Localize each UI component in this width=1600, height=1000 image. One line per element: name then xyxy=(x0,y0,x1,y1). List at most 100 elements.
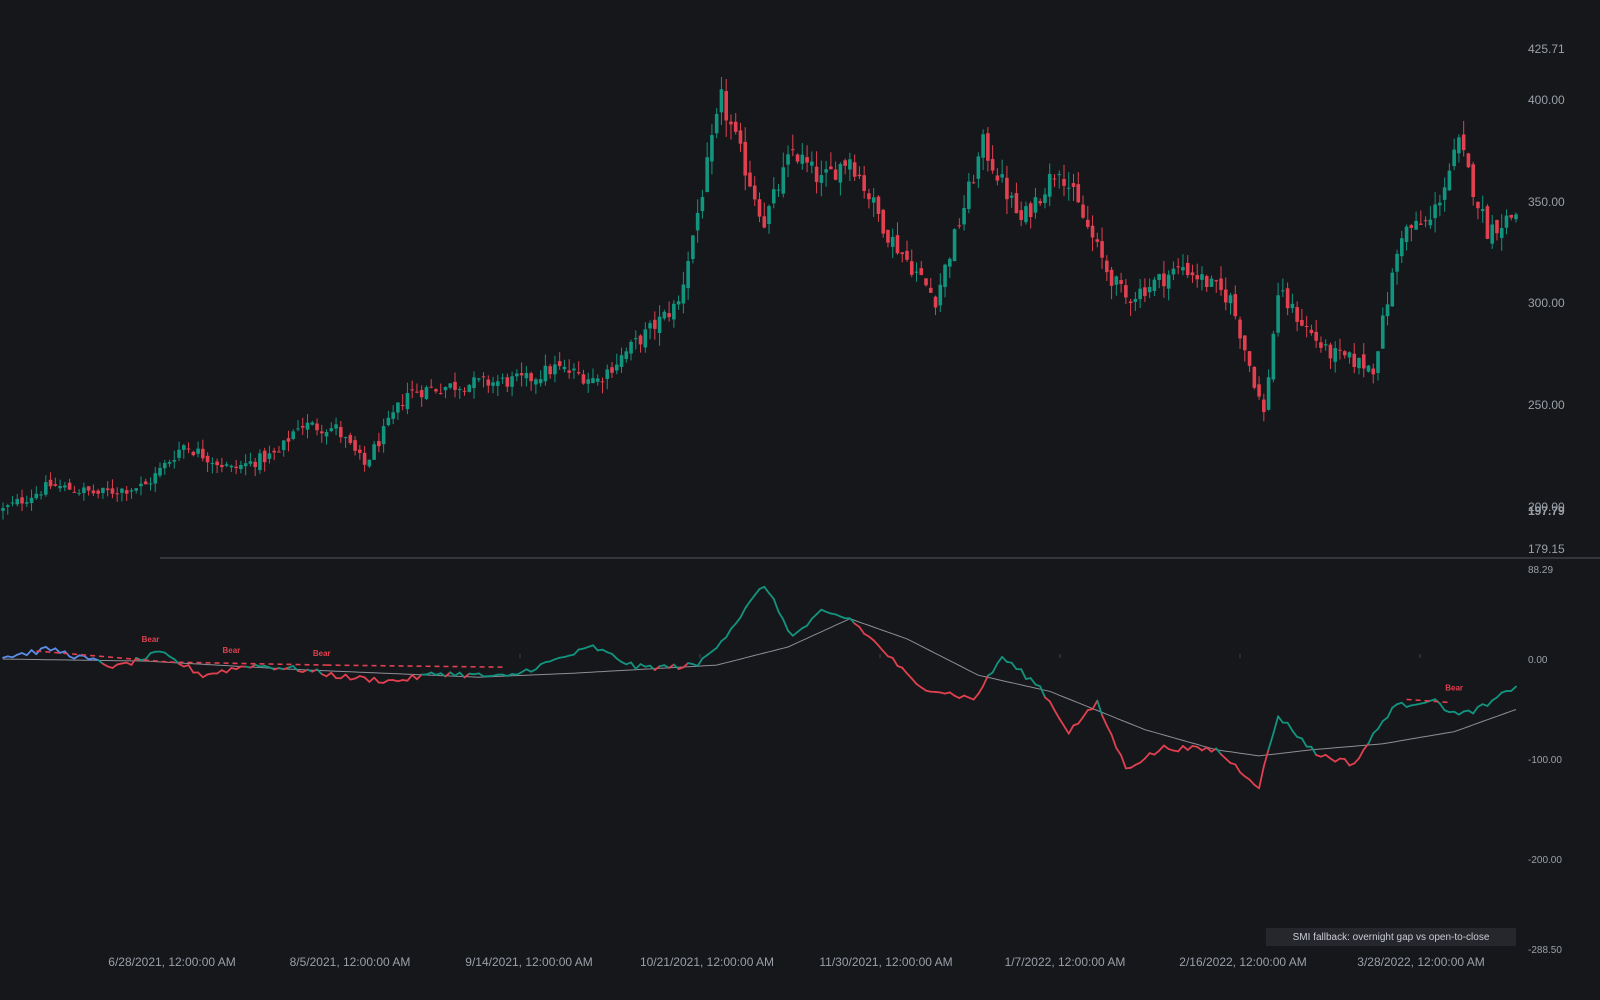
candle-body xyxy=(829,166,833,170)
candle-body xyxy=(1376,351,1380,373)
candle-body xyxy=(967,181,971,210)
candle-body xyxy=(686,261,690,289)
candle-body xyxy=(334,424,338,429)
smi-segment xyxy=(1039,685,1046,699)
candle-body xyxy=(857,174,862,177)
smi-segment xyxy=(668,663,675,669)
candle-body xyxy=(1342,351,1347,356)
candle-body xyxy=(486,379,491,386)
candle-body xyxy=(1328,344,1333,359)
candle-body xyxy=(1157,274,1161,280)
candle-body xyxy=(695,212,700,231)
smi-segment xyxy=(1372,727,1379,735)
smi-segment xyxy=(1267,732,1275,751)
price-tick-label: 400.00 xyxy=(1528,93,1565,107)
candle-body xyxy=(943,264,947,288)
candle-body xyxy=(300,425,305,428)
last-price-label: 197.79 xyxy=(1528,504,1565,518)
candle-body xyxy=(791,149,795,151)
candle-body xyxy=(396,402,400,413)
candle-body xyxy=(576,372,581,374)
smi-segment xyxy=(573,648,580,656)
smi-segment xyxy=(1510,685,1517,692)
smi-segment xyxy=(592,644,599,652)
candle-body xyxy=(1499,228,1504,238)
candle-body xyxy=(1057,174,1062,176)
candle-body xyxy=(372,444,376,460)
candle-body xyxy=(448,383,453,388)
candlestick-series xyxy=(1,76,1518,520)
smi-segment xyxy=(1224,757,1232,764)
price-tick-label: 179.15 xyxy=(1528,542,1565,556)
smi-segment xyxy=(1105,724,1113,736)
smi-segment xyxy=(649,664,656,671)
candle-body xyxy=(1452,149,1456,167)
smi-segment xyxy=(11,653,19,659)
smi-segment xyxy=(787,629,794,637)
date-tick-label: 8/5/2021, 12:00:00 AM xyxy=(290,955,411,969)
candle-body xyxy=(1238,319,1242,339)
candle-body xyxy=(757,199,762,217)
candle-body xyxy=(600,381,605,383)
price-tick-label: 300.00 xyxy=(1528,296,1565,310)
smi-segment xyxy=(1082,709,1089,719)
candle-body xyxy=(648,323,652,329)
smi-segment xyxy=(1453,710,1460,716)
candle-body xyxy=(234,466,238,469)
smi-segment xyxy=(1110,733,1118,750)
smi-segment xyxy=(406,674,414,682)
smi-segment xyxy=(1096,699,1103,717)
price-tick-label: 425.71 xyxy=(1528,42,1565,56)
candle-body xyxy=(1461,134,1466,151)
candle-body xyxy=(20,497,24,504)
smi-segment xyxy=(634,663,642,670)
smi-segment xyxy=(972,692,980,701)
candle-body xyxy=(72,491,77,493)
smi-segment xyxy=(373,676,380,684)
smi-segment xyxy=(1377,720,1384,730)
bear-divergence-label: Bear xyxy=(313,649,331,658)
candle-body xyxy=(220,464,224,468)
smi-segment xyxy=(763,585,770,595)
candle-body xyxy=(1143,287,1147,296)
candle-body xyxy=(814,166,819,183)
candle-body xyxy=(1428,219,1433,226)
smi-tick-label: -288.50 xyxy=(1528,945,1562,956)
smi-segment xyxy=(1234,763,1241,774)
candle-body xyxy=(962,207,966,225)
candle-body xyxy=(1480,209,1485,212)
smi-segment xyxy=(663,664,671,669)
smi-segment xyxy=(30,649,38,656)
candle-body xyxy=(572,368,576,371)
smi-segment xyxy=(325,671,333,678)
smi-segment xyxy=(1139,757,1146,764)
candle-body xyxy=(1438,202,1442,206)
smi-segment xyxy=(915,683,923,689)
smi-pane[interactable]: Bear Bear Bear Bear xyxy=(2,585,1517,790)
smi-segment xyxy=(368,676,376,683)
smi-segment xyxy=(1258,765,1265,790)
smi-segment xyxy=(853,622,861,628)
candle-body xyxy=(881,209,886,234)
candle-body xyxy=(215,461,219,466)
candle-body xyxy=(34,493,39,499)
candle-body xyxy=(434,389,438,392)
date-tick-label: 10/21/2021, 12:00:00 AM xyxy=(640,955,774,969)
candle-body xyxy=(800,154,805,164)
candle-body xyxy=(515,373,519,377)
candle-body xyxy=(424,387,429,400)
candle-body xyxy=(315,423,319,431)
candle-body xyxy=(1233,294,1238,317)
candle-body xyxy=(595,378,600,382)
candle-body xyxy=(115,493,119,495)
smi-segment xyxy=(1334,757,1341,763)
smi-segment xyxy=(986,671,994,677)
candle-body xyxy=(15,499,20,505)
price-tick-label: 250.00 xyxy=(1528,398,1565,412)
candle-body xyxy=(443,386,448,391)
candle-body xyxy=(1290,303,1295,309)
candle-body xyxy=(1442,187,1447,200)
candle-body xyxy=(1447,170,1452,191)
price-pane[interactable] xyxy=(1,76,1518,520)
